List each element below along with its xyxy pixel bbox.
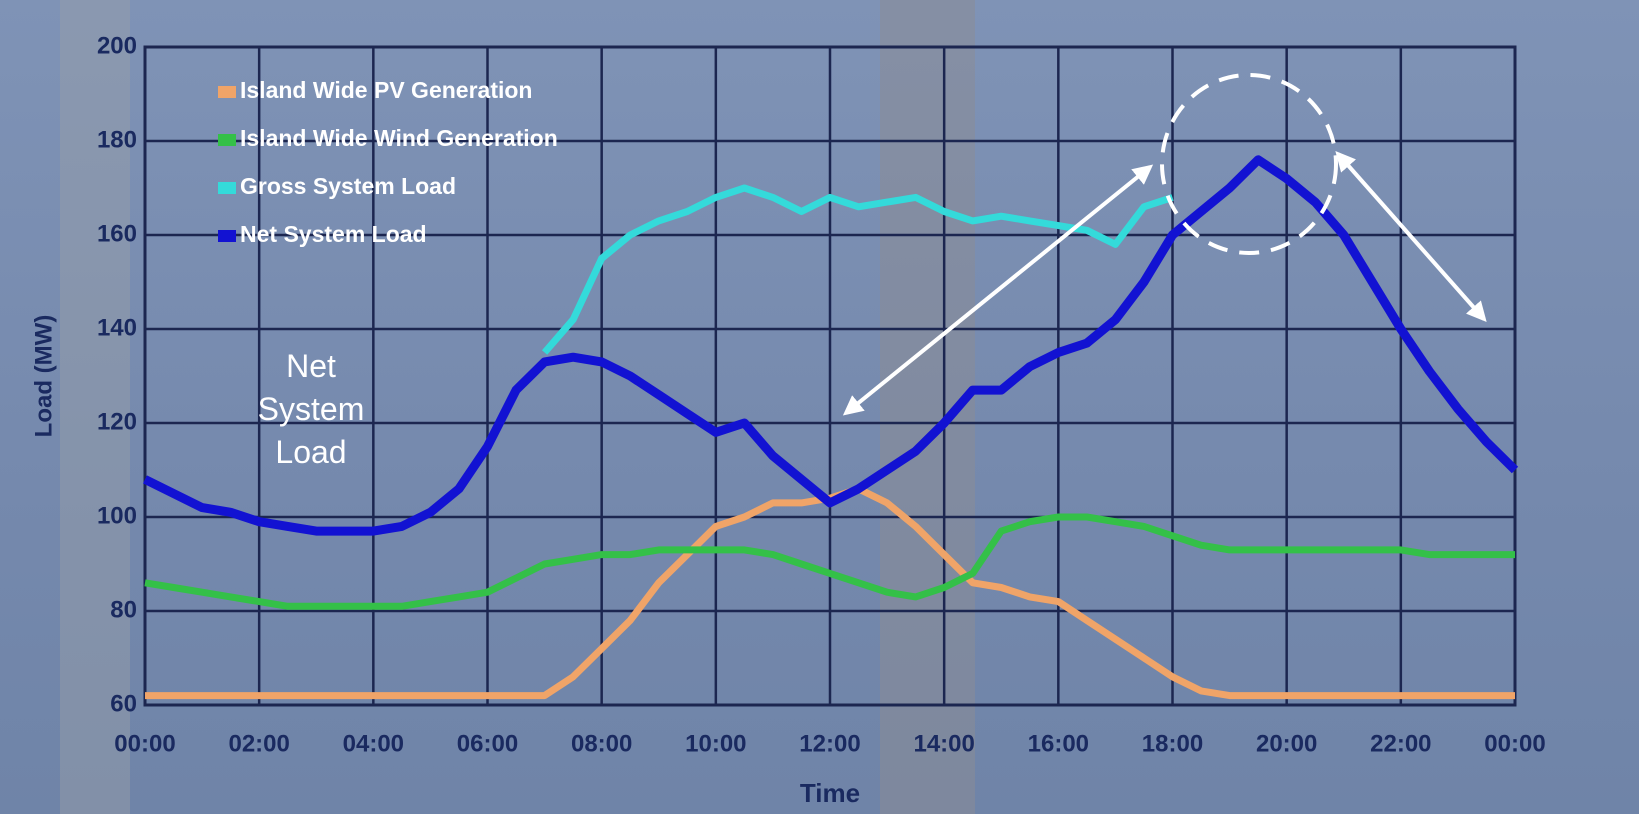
x-tick-label: 06:00 [457,730,518,757]
x-tick-label: 04:00 [343,730,404,757]
y-tick-label: 160 [97,220,137,247]
x-tick-label: 20:00 [1256,730,1317,757]
x-tick-label: 14:00 [913,730,974,757]
y-tick-label: 80 [110,596,137,623]
x-tick-label: 10:00 [685,730,746,757]
x-axis-label: Time [800,778,860,808]
series-line [144,513,1515,610]
annotation: Net System Load [257,348,365,470]
legend-swatch [218,86,236,98]
y-tick-label: 100 [97,502,137,529]
y-axis-label: Load (MW) [30,315,57,438]
x-tick-label: 16:00 [1028,730,1089,757]
y-tick-label: 140 [97,314,137,341]
legend-label: Island Wide Wind Generation [240,125,558,151]
x-tick-label: 22:00 [1370,730,1431,757]
y-tick-label: 180 [97,126,137,153]
arrow [842,164,1154,416]
legend-swatch [218,230,236,242]
x-tick-label: 00:00 [114,730,175,757]
series-line [143,155,1519,536]
legend-swatch [218,182,236,194]
y-tick-label: 200 [97,32,137,59]
x-tick-label: 12:00 [799,730,860,757]
legend: Island Wide PV Generation Island Wide Win… [218,77,558,247]
y-tick-label: 60 [110,690,137,717]
y-tick-label: 120 [97,408,137,435]
legend-label: Gross System Load [240,173,456,199]
legend-label: Island Wide PV Generation [240,77,532,103]
x-tick-label: 18:00 [1142,730,1203,757]
lines [143,155,1519,700]
grid: 60 80 100 120 140 160 180 200 00:00 02:00 04:00 06:… [97,32,1546,757]
x-tick-label: 02:00 [228,730,289,757]
x-tick-label: 08:00 [571,730,632,757]
x-tick-label: 00:00 [1484,730,1545,757]
legend-label: Net System Load [240,221,427,247]
arrow [1335,151,1487,322]
legend-swatch [218,134,236,146]
background-pole [60,0,130,814]
